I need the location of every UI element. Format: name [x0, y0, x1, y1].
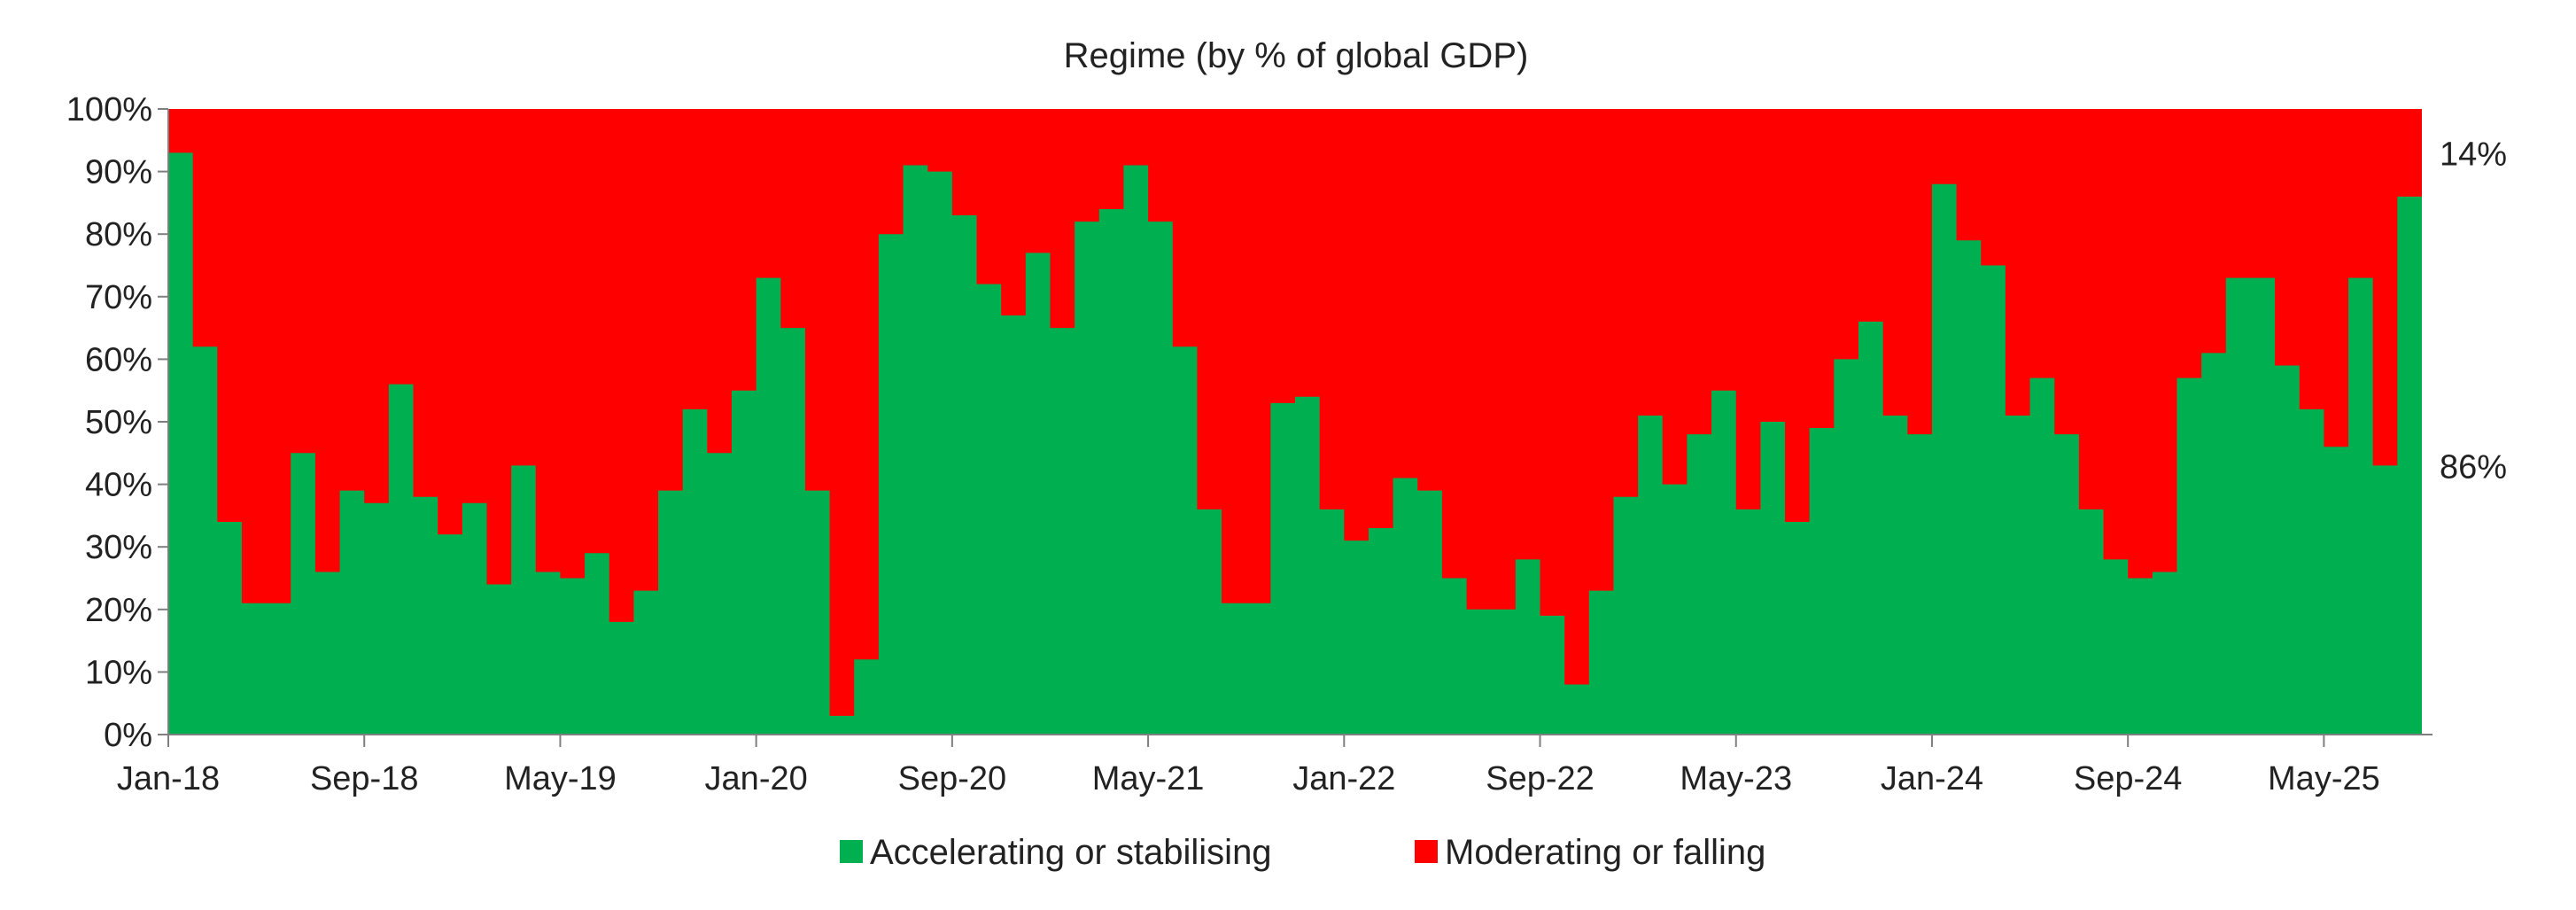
y-tick-label: 60%	[85, 341, 152, 378]
y-tick-label: 100%	[66, 91, 152, 128]
x-tick-label: May-19	[504, 760, 617, 797]
y-axis-ticks: 0% 10% 20% 30% 40% 50% 60% 70% 80% 90% 100%	[66, 91, 168, 754]
x-tick-label: Sep-24	[2074, 760, 2183, 797]
legend-swatch-moderating	[1415, 840, 1438, 863]
y-tick-label: 30%	[85, 529, 152, 566]
x-tick-label: Jan-20	[705, 760, 808, 797]
x-tick-label: Sep-22	[1486, 760, 1594, 797]
chart-title: Regime (by % of global GDP)	[1064, 36, 1529, 75]
y-tick-label: 40%	[85, 467, 152, 504]
y-tick-label: 10%	[85, 654, 152, 691]
legend-label-accelerating: Accelerating or stabilising	[870, 833, 1272, 872]
annotation-accelerating-latest: 86%	[2440, 448, 2507, 486]
x-tick-label: Sep-20	[898, 760, 1007, 797]
x-axis-ticks: Jan-18 Sep-18 May-19 Jan-20 Sep-20 May-21 Jan-…	[117, 735, 2380, 797]
x-tick-label: May-25	[2268, 760, 2380, 797]
plot-area	[168, 109, 2422, 735]
legend-swatch-accelerating	[840, 840, 863, 863]
legend-label-moderating: Moderating or falling	[1445, 833, 1765, 872]
x-tick-label: May-23	[1680, 760, 1792, 797]
annotation-moderating-latest: 14%	[2440, 136, 2507, 173]
y-tick-label: 50%	[85, 404, 152, 441]
x-tick-label: Jan-18	[117, 760, 220, 797]
x-tick-label: Sep-18	[310, 760, 419, 797]
y-tick-label: 90%	[85, 154, 152, 191]
x-tick-label: Jan-24	[1881, 760, 1983, 797]
x-tick-label: Jan-22	[1292, 760, 1395, 797]
y-tick-label: 0%	[104, 717, 152, 754]
y-tick-label: 70%	[85, 279, 152, 316]
accelerating-area	[168, 152, 2422, 735]
legend: Accelerating or stabilising Moderating o…	[840, 833, 1765, 872]
y-tick-label: 20%	[85, 592, 152, 629]
y-tick-label: 80%	[85, 216, 152, 253]
x-tick-label: May-21	[1092, 760, 1205, 797]
